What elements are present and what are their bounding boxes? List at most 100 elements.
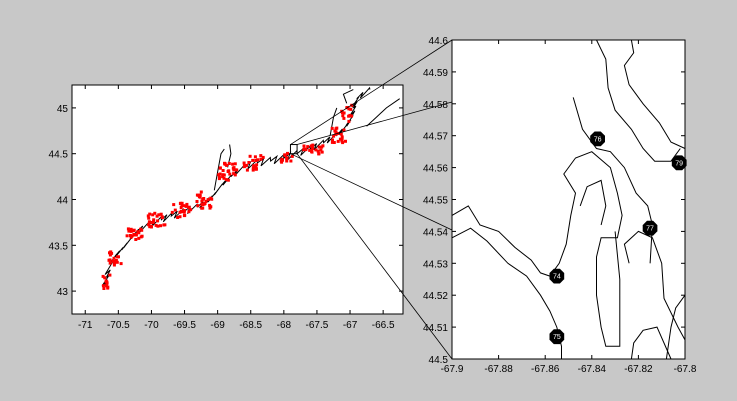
- red-marker: [334, 130, 338, 134]
- red-marker: [151, 213, 155, 217]
- inset-coast-path: [451, 151, 623, 347]
- station-marker-75: 75: [549, 329, 565, 345]
- red-marker: [320, 145, 324, 149]
- station-marker-74: 74: [549, 268, 565, 284]
- station-label: 76: [594, 136, 602, 143]
- x-tick-label: -70.5: [107, 320, 130, 331]
- red-marker: [182, 209, 186, 212]
- red-marker: [146, 214, 150, 218]
- red-marker: [128, 234, 132, 237]
- y-tick-label: 44.54: [423, 227, 448, 238]
- red-marker: [232, 168, 236, 172]
- red-marker: [256, 158, 260, 162]
- red-marker: [119, 262, 123, 266]
- red-marker: [149, 225, 153, 229]
- red-marker: [147, 220, 151, 224]
- red-marker: [231, 162, 235, 166]
- red-marker: [280, 157, 284, 161]
- station-octagon: [642, 220, 658, 236]
- red-marker: [253, 155, 257, 159]
- y-tick-label: 44.59: [423, 68, 448, 79]
- red-marker: [159, 212, 163, 216]
- inset-region-box: [289, 144, 298, 155]
- red-marker: [178, 215, 182, 219]
- red-marker: [338, 137, 342, 141]
- inset-coast-path: [572, 97, 653, 264]
- x-tick-label: -67.9: [441, 364, 464, 375]
- red-marker: [140, 228, 144, 232]
- connector-line: [290, 153, 453, 231]
- red-marker: [115, 260, 119, 264]
- red-marker: [152, 218, 156, 222]
- y-tick-label: 45: [57, 104, 69, 115]
- red-marker: [302, 147, 306, 151]
- station-octagon: [671, 155, 687, 171]
- red-marker: [261, 155, 265, 159]
- red-marker: [255, 163, 259, 167]
- red-marker: [179, 209, 183, 213]
- red-marker: [316, 149, 320, 153]
- red-marker: [342, 111, 346, 115]
- x-tick-label: -69: [210, 320, 225, 331]
- red-marker: [189, 208, 193, 212]
- red-marker: [155, 214, 159, 218]
- red-marker: [344, 139, 347, 143]
- red-marker: [334, 132, 338, 136]
- red-marker: [348, 113, 352, 117]
- red-marker: [217, 173, 221, 177]
- red-marker: [173, 208, 177, 212]
- red-marker: [156, 224, 160, 228]
- connector-line: [296, 101, 453, 145]
- x-tick-label: -66.5: [372, 320, 395, 331]
- inset-coast-path: [596, 39, 681, 162]
- x-tick-label: -70: [144, 320, 159, 331]
- red-marker: [251, 158, 255, 162]
- red-marker: [108, 273, 112, 277]
- red-marker: [341, 114, 345, 118]
- red-marker: [153, 211, 157, 215]
- red-marker: [106, 285, 110, 289]
- station-marker-79: 79: [671, 155, 687, 171]
- red-marker: [227, 162, 231, 165]
- x-tick-label: -71: [78, 320, 93, 331]
- red-marker: [209, 196, 213, 200]
- inset-stations: 74 75 76 77 79: [549, 131, 687, 345]
- red-marker: [248, 154, 252, 158]
- red-marker: [340, 135, 344, 139]
- main-y-ticks: 43 43.5 44 44.5 45: [49, 104, 403, 298]
- station-label: 74: [553, 274, 561, 281]
- y-tick-label: 44.5: [429, 355, 449, 366]
- red-marker: [200, 199, 204, 203]
- inset-map-frame: [451, 39, 686, 360]
- inset-coast-path: [623, 230, 686, 341]
- red-marker: [202, 197, 206, 200]
- red-marker: [259, 154, 263, 158]
- red-marker: [320, 150, 324, 154]
- red-marker: [179, 201, 183, 205]
- station-marker-76: 76: [590, 131, 605, 147]
- red-marker: [125, 234, 129, 238]
- red-marker: [129, 229, 133, 233]
- red-marker: [130, 234, 134, 238]
- red-marker: [115, 255, 119, 259]
- y-tick-label: 43: [57, 287, 69, 298]
- x-tick-label: -67: [343, 320, 358, 331]
- red-marker: [311, 147, 314, 151]
- red-marker: [157, 213, 161, 217]
- red-marker: [342, 128, 346, 132]
- red-marker: [232, 172, 236, 176]
- red-marker: [113, 261, 117, 265]
- red-marker: [152, 220, 155, 224]
- red-marker: [247, 161, 251, 164]
- red-marker: [208, 206, 212, 210]
- red-marker: [340, 139, 344, 143]
- red-marker: [310, 150, 314, 153]
- connector-line: [296, 153, 453, 360]
- red-marker: [251, 168, 255, 172]
- red-marker: [154, 223, 158, 227]
- coast-inlet-path: [213, 148, 225, 191]
- red-marker: [226, 178, 230, 182]
- red-marker: [225, 163, 229, 167]
- red-marker: [206, 198, 210, 202]
